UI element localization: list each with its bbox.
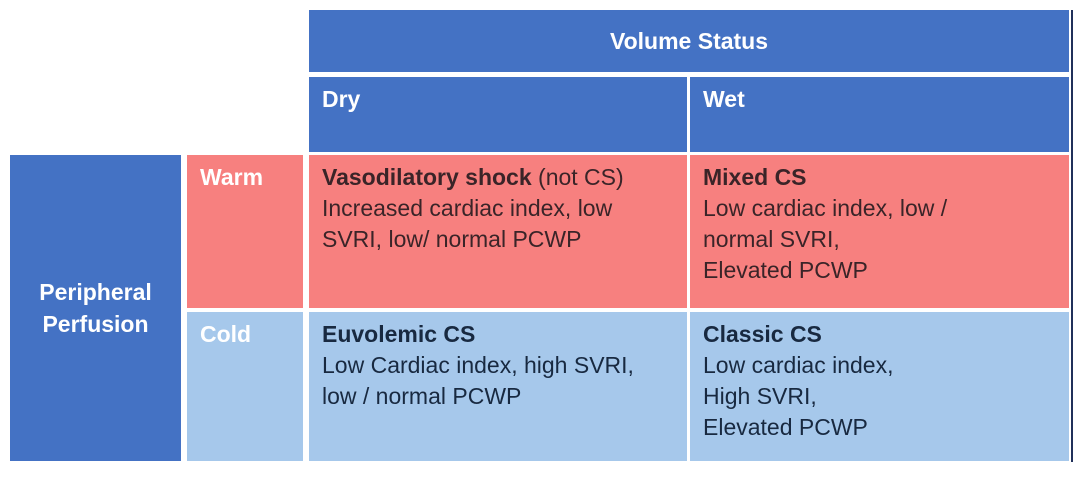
table-right-edge-line — [1071, 10, 1073, 462]
cell-cold-wet-line: High SVRI, — [703, 383, 817, 409]
row-header-warm-label: Warm — [200, 164, 264, 190]
column-header-wet: Wet — [690, 77, 1069, 152]
cell-cold-dry-title: Euvolemic CS — [322, 319, 674, 350]
volume-status-header-label: Volume Status — [609, 27, 769, 54]
cell-cold-wet-line: Elevated PCWP — [703, 414, 868, 440]
row-group-label-line2: Perfusion — [42, 311, 149, 337]
cell-warm-wet-line: Elevated PCWP — [703, 257, 868, 283]
cell-cold-wet-line: Low cardiac index, — [703, 352, 894, 378]
cell-warm-wet-title-bold: Mixed CS — [703, 164, 807, 190]
column-header-wet-label: Wet — [703, 86, 745, 112]
cell-cold-dry-line: low / normal PCWP — [322, 383, 522, 409]
row-group-header-peripheral-perfusion: Peripheral Perfusion — [10, 155, 181, 461]
cell-cold-wet: Classic CS Low cardiac index, High SVRI,… — [690, 312, 1069, 461]
cell-warm-dry: Vasodilatory shock (not CS) Increased ca… — [309, 155, 687, 308]
cell-warm-dry-line: Increased cardiac index, low — [322, 195, 613, 221]
cell-warm-wet-line: Low cardiac index, low / — [703, 195, 948, 221]
row-header-cold-label: Cold — [200, 321, 252, 347]
cell-warm-dry-title-bold: Vasodilatory shock — [322, 164, 532, 190]
row-group-label-line1: Peripheral — [39, 279, 152, 305]
cell-cold-wet-title-bold: Classic CS — [703, 321, 822, 347]
cell-warm-dry-title-note: (not CS) — [531, 164, 624, 190]
cell-cold-wet-title: Classic CS — [703, 319, 1056, 350]
cell-cold-dry-line: Low Cardiac index, high SVRI, — [322, 352, 634, 378]
cell-cold-dry: Euvolemic CS Low Cardiac index, high SVR… — [309, 312, 687, 461]
cell-warm-wet: Mixed CS Low cardiac index, low / normal… — [690, 155, 1069, 308]
column-header-dry-label: Dry — [322, 86, 361, 112]
volume-status-header: Volume Status — [309, 10, 1069, 72]
cell-warm-wet-line: normal SVRI, — [703, 226, 840, 252]
row-header-cold: Cold — [187, 312, 303, 461]
row-header-warm: Warm — [187, 155, 303, 308]
column-header-dry: Dry — [309, 77, 687, 152]
cell-cold-dry-title-bold: Euvolemic CS — [322, 321, 476, 347]
cell-warm-dry-title: Vasodilatory shock (not CS) — [322, 162, 674, 193]
cell-warm-wet-title: Mixed CS — [703, 162, 1056, 193]
cell-warm-dry-line: SVRI, low/ normal PCWP — [322, 226, 582, 252]
